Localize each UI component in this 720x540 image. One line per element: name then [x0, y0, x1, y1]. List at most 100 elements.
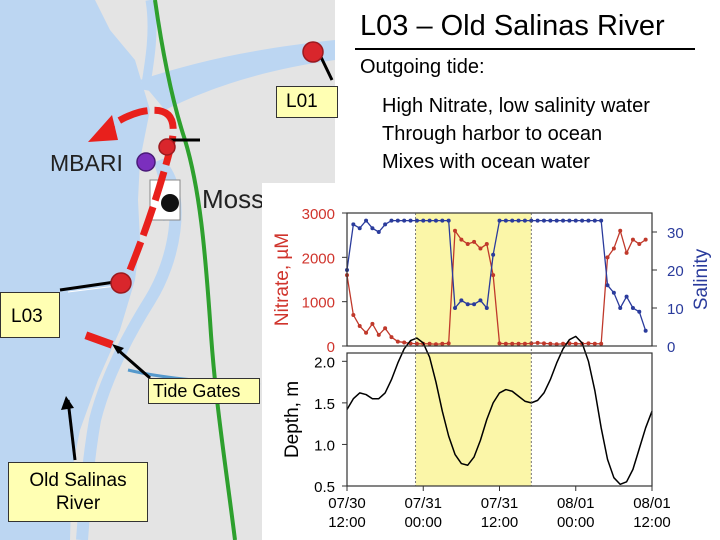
- nitrate-point: [592, 341, 597, 346]
- nitrate-point: [605, 255, 610, 260]
- bullet-item-2: Through harbor to ocean: [382, 123, 603, 145]
- salinity-point: [446, 218, 451, 223]
- salinity-point: [503, 218, 508, 223]
- label-mbari: MBARI: [50, 150, 123, 176]
- time-tick-date: 08/01: [633, 495, 671, 512]
- old-salinas-leader-head: [61, 396, 74, 410]
- salinity-point: [567, 218, 572, 223]
- nitrate-point: [541, 341, 546, 346]
- nitrate-point: [478, 246, 483, 251]
- salinity-point: [491, 252, 496, 257]
- salinity-point: [433, 218, 438, 223]
- bullet-list: High Nitrate, low salinity water Through…: [382, 92, 650, 176]
- nitrate-point: [459, 237, 464, 242]
- salinity-point: [573, 218, 578, 223]
- harbor-channel: [140, 40, 335, 110]
- nitrate-point: [383, 326, 388, 331]
- l03-leader: [59, 280, 116, 292]
- top-plot-frame: [346, 212, 653, 347]
- nitrate-point: [395, 339, 400, 344]
- salinity-point: [402, 218, 407, 223]
- salinity-point: [351, 222, 356, 227]
- time-tick-hour: 12:00: [328, 514, 366, 531]
- nitrate-point: [446, 341, 451, 346]
- nitrate-point: [402, 340, 407, 345]
- salinity-point: [529, 218, 534, 223]
- depth-tick-label: 1.5: [314, 396, 335, 413]
- nitrate-point: [637, 242, 642, 247]
- salinity-point: [561, 218, 566, 223]
- salinity-point: [472, 302, 477, 307]
- salinity-tick-label: 20: [667, 263, 684, 280]
- salinity-point: [440, 218, 445, 223]
- salinity-point: [592, 218, 597, 223]
- salinity-tick-label: 0: [667, 339, 675, 356]
- bullet-item-3: Mixes with ocean water: [382, 151, 590, 173]
- time-tick-hour: 12:00: [633, 514, 671, 531]
- label-old-salinas-river: Old Salinas River: [8, 462, 148, 522]
- moss-landing-marker: [161, 194, 179, 212]
- nitrate-point: [370, 321, 375, 326]
- time-tick-hour: 00:00: [557, 514, 595, 531]
- time-tick-hour: 12:00: [481, 514, 519, 531]
- nitrate-point: [440, 341, 445, 346]
- time-series-chart: 0 1000 2000 3000 0 10 20 30 0.5 1.0 1.5 2.0 07/30 12:…: [262, 183, 720, 540]
- nitrate-point: [599, 341, 604, 346]
- nitrate-point: [427, 341, 432, 346]
- salinity-point: [535, 218, 540, 223]
- nitrate-point: [535, 340, 540, 345]
- salinity-point: [548, 218, 553, 223]
- station-mbari-pier-marker: [158, 138, 176, 156]
- north-channel: [140, 0, 157, 91]
- flow-arrow-head: [88, 115, 118, 142]
- title-underline: [355, 48, 695, 50]
- nitrate-point: [491, 273, 496, 278]
- salinity-point: [599, 218, 604, 223]
- salinity-point: [376, 230, 381, 234]
- salinity-point: [408, 218, 413, 223]
- nitrate-tick-label: 1000: [302, 295, 335, 312]
- label-l01: L01: [276, 86, 338, 118]
- salinity-point: [383, 222, 388, 227]
- salinity-point: [459, 298, 464, 303]
- salinity-point: [605, 283, 610, 288]
- depth-series-line: [346, 335, 653, 486]
- nitrate-point: [630, 237, 635, 242]
- nitrate-point: [357, 324, 362, 329]
- depth-axis-label: Depth, m: [282, 381, 303, 458]
- nitrate-point: [522, 341, 527, 346]
- old-salinas-line1: Old Salinas: [29, 470, 127, 491]
- flow-arrow: [97, 106, 177, 272]
- salinity-tick-label: 30: [667, 225, 684, 242]
- nitrate-point: [611, 246, 616, 251]
- depth-tick-label: 0.5: [314, 479, 335, 496]
- salinity-point: [586, 218, 591, 223]
- salinity-point: [637, 309, 642, 314]
- nitrate-point: [618, 228, 623, 233]
- salinity-point: [484, 306, 489, 310]
- old-salinas-line2: River: [55, 493, 101, 514]
- nitrate-point: [510, 341, 515, 346]
- time-tick-date: 08/01: [557, 495, 595, 512]
- salinity-point: [541, 218, 546, 223]
- nitrate-point: [529, 341, 534, 346]
- salinity-point: [370, 226, 375, 231]
- slide-subtitle: Outgoing tide:: [360, 56, 485, 78]
- salinity-point: [421, 218, 426, 223]
- nitrate-point: [472, 239, 477, 244]
- salinity-point: [497, 218, 502, 223]
- bullet-item-1: High Nitrate, low salinity water: [382, 95, 650, 117]
- nitrate-axis-label: Nitrate, µM: [272, 233, 293, 326]
- salinity-point: [510, 218, 515, 223]
- tide-gates-marker: [84, 331, 114, 349]
- highlight-band-top: [415, 213, 532, 346]
- highway-1: [153, 0, 237, 540]
- salinity-point: [453, 306, 458, 310]
- nitrate-point: [624, 250, 629, 255]
- salinity-tick-label: 10: [667, 301, 684, 318]
- salinity-point: [364, 218, 369, 223]
- old-salinas-leader: [66, 399, 77, 461]
- nitrate-point: [484, 242, 489, 247]
- salinity-point: [618, 306, 623, 310]
- nitrate-point: [453, 228, 458, 233]
